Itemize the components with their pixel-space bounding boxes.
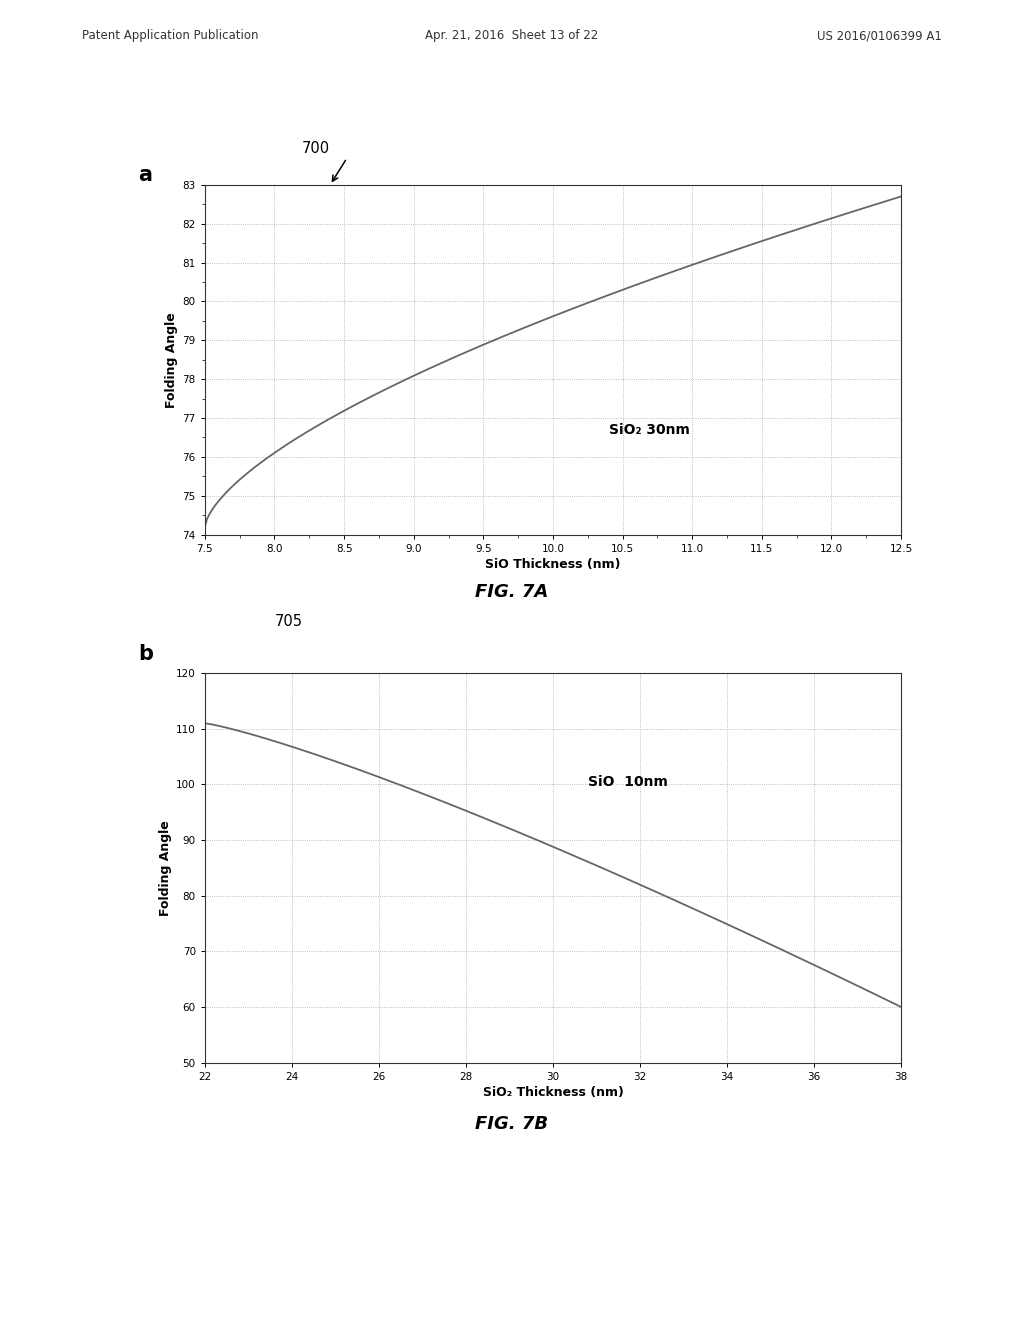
X-axis label: SiO₂ Thickness (nm): SiO₂ Thickness (nm) [482,1086,624,1098]
Y-axis label: Folding Angle: Folding Angle [159,820,172,916]
Text: 705: 705 [274,614,302,628]
X-axis label: SiO Thickness (nm): SiO Thickness (nm) [485,558,621,570]
Text: Apr. 21, 2016  Sheet 13 of 22: Apr. 21, 2016 Sheet 13 of 22 [425,29,599,42]
Text: Patent Application Publication: Patent Application Publication [82,29,258,42]
Text: FIG. 7B: FIG. 7B [475,1115,549,1134]
Text: US 2016/0106399 A1: US 2016/0106399 A1 [817,29,942,42]
Text: SiO₂ 30nm: SiO₂ 30nm [608,422,689,437]
Y-axis label: Folding Angle: Folding Angle [165,312,178,408]
Text: FIG. 7A: FIG. 7A [475,583,549,602]
Text: SiO  10nm: SiO 10nm [588,775,668,789]
Text: 700: 700 [302,141,330,156]
Text: b: b [138,644,154,664]
Text: a: a [138,165,153,185]
